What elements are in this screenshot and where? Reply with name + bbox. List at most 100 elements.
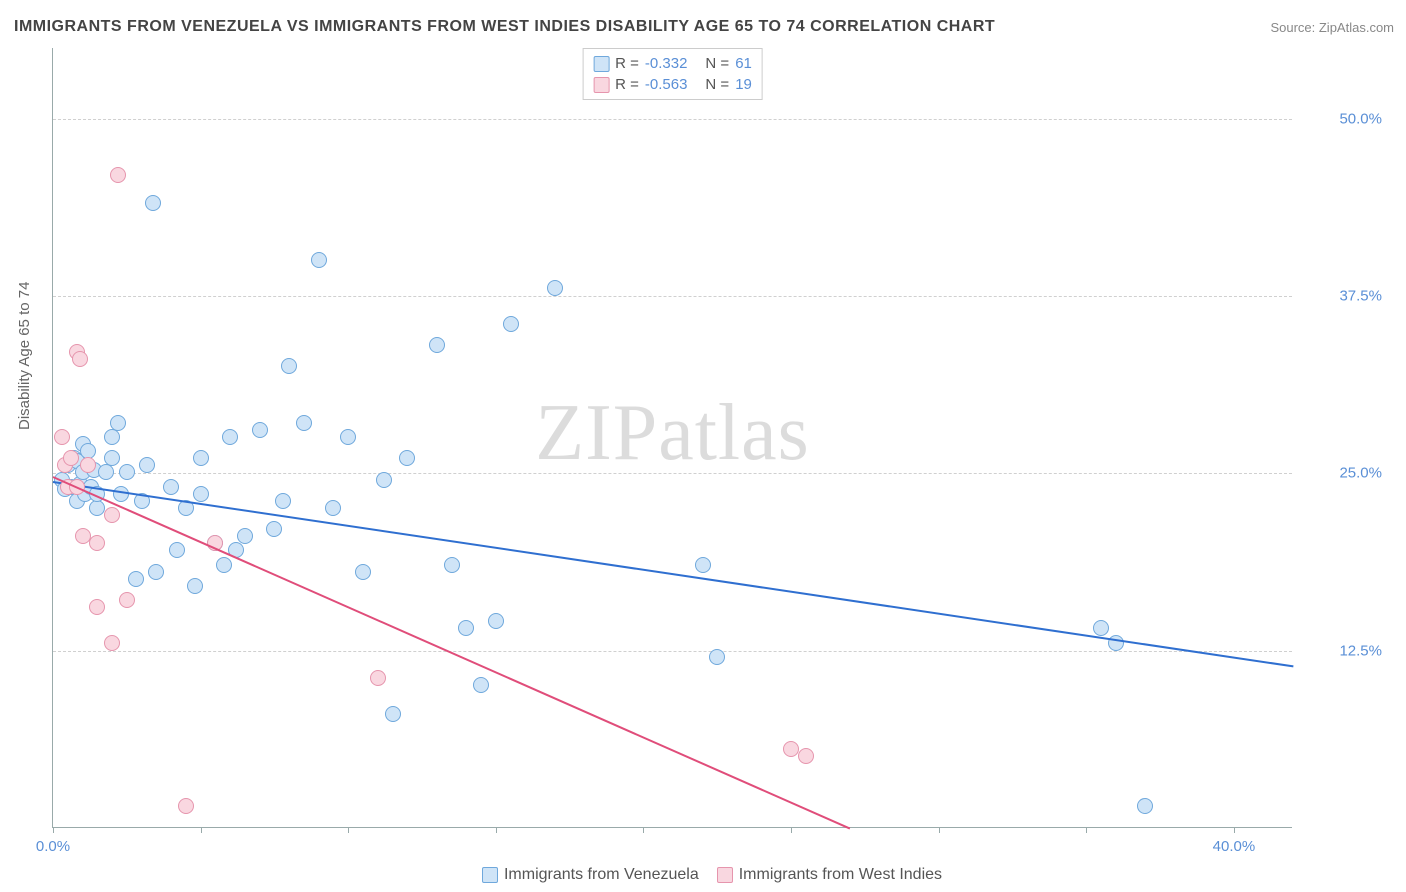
- data-point: [281, 358, 297, 374]
- x-tick-mark: [1234, 827, 1235, 833]
- data-point: [104, 507, 120, 523]
- data-point: [89, 500, 105, 516]
- x-tick-label-right: 40.0%: [1213, 838, 1256, 855]
- data-point: [252, 422, 268, 438]
- data-point: [798, 748, 814, 764]
- legend-r-value: -0.563: [645, 76, 688, 93]
- data-point: [104, 429, 120, 445]
- data-point: [783, 741, 799, 757]
- data-point: [119, 464, 135, 480]
- legend-r-label: R =: [615, 55, 639, 72]
- data-point: [104, 450, 120, 466]
- data-point: [169, 542, 185, 558]
- data-point: [89, 599, 105, 615]
- data-point: [385, 706, 401, 722]
- gridline: [53, 473, 1292, 474]
- trend-line: [53, 481, 1293, 667]
- legend-swatch: [593, 77, 609, 93]
- data-point: [444, 557, 460, 573]
- data-point: [370, 670, 386, 686]
- data-point: [547, 280, 563, 296]
- x-tick-mark: [496, 827, 497, 833]
- series-legend: Immigrants from Venezuela Immigrants from…: [0, 866, 1406, 884]
- source-attribution: Source: ZipAtlas.com: [1270, 20, 1394, 35]
- x-tick-mark: [201, 827, 202, 833]
- data-point: [266, 521, 282, 537]
- data-point: [139, 457, 155, 473]
- legend-swatch: [717, 867, 733, 883]
- data-point: [54, 429, 70, 445]
- data-point: [325, 500, 341, 516]
- data-point: [110, 415, 126, 431]
- data-point: [1108, 635, 1124, 651]
- trend-line: [53, 476, 851, 830]
- data-point: [98, 464, 114, 480]
- x-tick-mark: [643, 827, 644, 833]
- legend-series-label: Immigrants from West Indies: [739, 866, 942, 883]
- data-point: [399, 450, 415, 466]
- data-point: [193, 486, 209, 502]
- data-point: [187, 578, 203, 594]
- data-point: [296, 415, 312, 431]
- data-point: [458, 620, 474, 636]
- legend-series-label: Immigrants from Venezuela: [504, 866, 699, 883]
- data-point: [355, 564, 371, 580]
- gridline: [53, 651, 1292, 652]
- data-point: [128, 571, 144, 587]
- data-point: [503, 316, 519, 332]
- x-tick-mark: [348, 827, 349, 833]
- data-point: [311, 252, 327, 268]
- y-tick-label: 37.5%: [1302, 288, 1382, 305]
- data-point: [216, 557, 232, 573]
- data-point: [193, 450, 209, 466]
- y-tick-label: 12.5%: [1302, 642, 1382, 659]
- legend-swatch: [593, 56, 609, 72]
- data-point: [75, 528, 91, 544]
- legend-row: R = -0.332 N = 61: [593, 53, 752, 74]
- x-tick-mark: [1086, 827, 1087, 833]
- gridline: [53, 296, 1292, 297]
- data-point: [110, 167, 126, 183]
- x-tick-mark: [791, 827, 792, 833]
- data-point: [488, 613, 504, 629]
- data-point: [473, 677, 489, 693]
- data-point: [275, 493, 291, 509]
- data-point: [89, 535, 105, 551]
- data-point: [72, 351, 88, 367]
- correlation-legend: R = -0.332 N = 61 R = -0.563 N = 19: [582, 48, 763, 100]
- legend-swatch: [482, 867, 498, 883]
- y-axis-label: Disability Age 65 to 74: [16, 282, 33, 430]
- data-point: [222, 429, 238, 445]
- legend-row: R = -0.563 N = 19: [593, 74, 752, 95]
- legend-n-label: N =: [705, 55, 729, 72]
- data-point: [709, 649, 725, 665]
- chart-title: IMMIGRANTS FROM VENEZUELA VS IMMIGRANTS …: [14, 18, 995, 36]
- data-point: [163, 479, 179, 495]
- data-point: [1093, 620, 1109, 636]
- data-point: [429, 337, 445, 353]
- legend-n-value: 61: [735, 55, 752, 72]
- scatter-plot-area: ZIPatlas R = -0.332 N = 61 R = -0.563 N = 1…: [52, 48, 1292, 828]
- x-tick-label-left: 0.0%: [36, 838, 70, 855]
- legend-r-label: R =: [615, 76, 639, 93]
- data-point: [119, 592, 135, 608]
- legend-n-value: 19: [735, 76, 752, 93]
- data-point: [178, 798, 194, 814]
- legend-n-label: N =: [705, 76, 729, 93]
- data-point: [695, 557, 711, 573]
- data-point: [145, 195, 161, 211]
- watermark: ZIPatlas: [535, 387, 810, 478]
- data-point: [1137, 798, 1153, 814]
- data-point: [80, 457, 96, 473]
- y-tick-label: 50.0%: [1302, 110, 1382, 127]
- gridline: [53, 119, 1292, 120]
- data-point: [376, 472, 392, 488]
- data-point: [104, 635, 120, 651]
- x-tick-mark: [53, 827, 54, 833]
- legend-r-value: -0.332: [645, 55, 688, 72]
- y-tick-label: 25.0%: [1302, 465, 1382, 482]
- data-point: [63, 450, 79, 466]
- data-point: [148, 564, 164, 580]
- x-tick-mark: [939, 827, 940, 833]
- data-point: [340, 429, 356, 445]
